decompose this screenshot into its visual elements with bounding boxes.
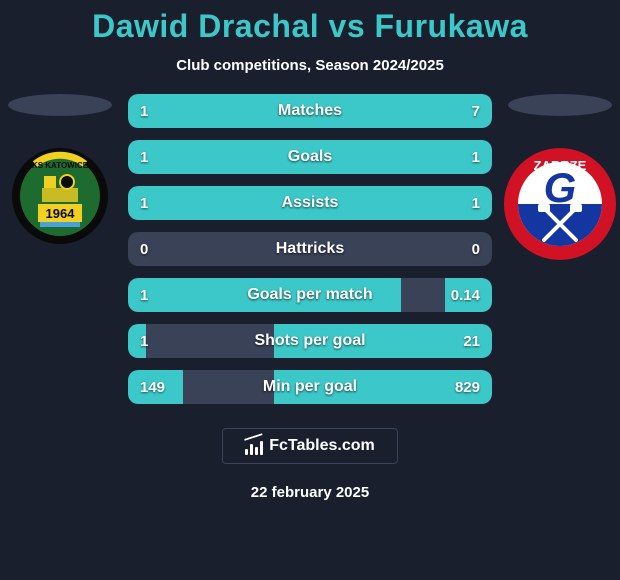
stat-label: Matches — [128, 94, 492, 128]
stat-label: Hattricks — [128, 232, 492, 266]
svg-text:1964: 1964 — [46, 206, 76, 221]
brand-badge: FcTables.com — [222, 428, 398, 464]
right-club-crest-icon: ZABRZE G — [502, 146, 618, 262]
stat-row: 10.14Goals per match — [128, 278, 492, 312]
brand-text: FcTables.com — [269, 437, 375, 455]
comparison-body: KS KATOWICE 1964 17Matches 11Goals 11Assis… — [0, 94, 620, 416]
stat-row: 00Hattricks — [128, 232, 492, 266]
right-shadow-ellipse — [508, 94, 612, 116]
stats-column: 17Matches 11Goals 11Assists 00Hattricks 10.1… — [120, 94, 500, 416]
stat-label: Goals — [128, 140, 492, 174]
left-shadow-ellipse — [8, 94, 112, 116]
bar-chart-icon — [245, 437, 263, 455]
comparison-date: 22 february 2025 — [251, 484, 369, 501]
left-club-crest-icon: KS KATOWICE 1964 — [10, 146, 110, 246]
stat-row: 11Assists — [128, 186, 492, 220]
right-side: ZABRZE G — [500, 94, 620, 262]
comparison-title: Dawid Drachal vs Furukawa — [92, 8, 528, 45]
stat-label: Goals per match — [128, 278, 492, 312]
stat-row: 17Matches — [128, 94, 492, 128]
stat-label: Assists — [128, 186, 492, 220]
stat-row: 149829Min per goal — [128, 370, 492, 404]
left-side: KS KATOWICE 1964 — [0, 94, 120, 246]
svg-text:KS KATOWICE: KS KATOWICE — [32, 161, 89, 170]
stat-label: Shots per goal — [128, 324, 492, 358]
stat-label: Min per goal — [128, 370, 492, 404]
svg-text:G: G — [544, 164, 577, 211]
comparison-subtitle: Club competitions, Season 2024/2025 — [176, 57, 444, 74]
stat-row: 11Goals — [128, 140, 492, 174]
stat-row: 121Shots per goal — [128, 324, 492, 358]
